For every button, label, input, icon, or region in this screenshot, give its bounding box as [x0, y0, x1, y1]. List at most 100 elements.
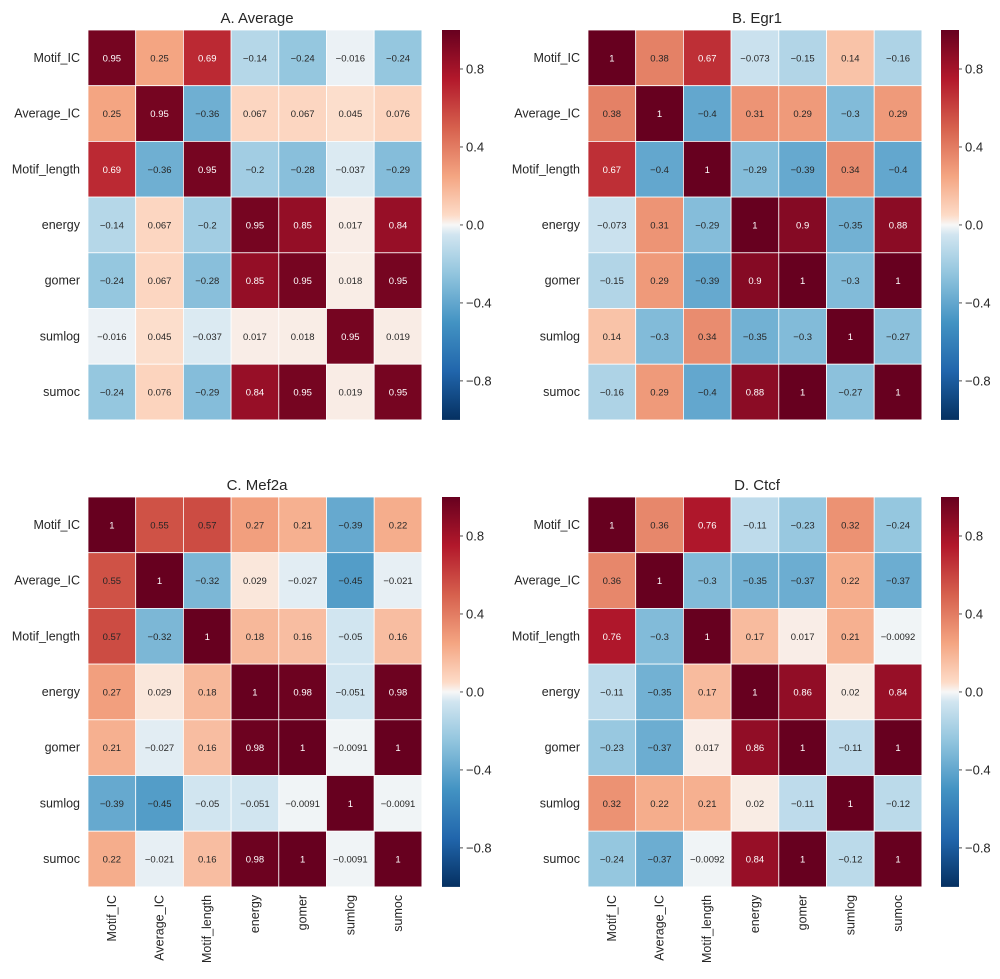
panel-c-colorbar-tick-label: 0.8 [466, 528, 484, 543]
panel-d-cell [778, 830, 827, 888]
panel-b-cell [683, 196, 732, 254]
panel-b-cell-value: −0.3 [793, 332, 812, 343]
panel-d-cell [635, 775, 684, 832]
panel-a-cell-value: 0.84 [389, 220, 408, 231]
panel-a-cell-value: 0.95 [293, 388, 312, 399]
panel-a-cell [87, 196, 137, 254]
panel-a-cell-value: 0.95 [389, 388, 408, 399]
panel-d-column-label: sumoc [891, 895, 905, 932]
panel-a-cell [278, 363, 327, 421]
panel-d-cell-value: −0.3 [650, 632, 669, 643]
panel-b-cell [730, 252, 780, 309]
panel-b-row-label: energy [542, 218, 581, 232]
panel-d-cell-value: 1 [705, 632, 710, 643]
panel-d-cell-value: 0.02 [746, 799, 765, 810]
panel-b-cell [778, 196, 827, 254]
panel-a-cell [230, 196, 280, 254]
panel-b-cell-value: −0.29 [743, 165, 767, 176]
panel-a-cell [87, 252, 137, 309]
panel-a-cell-value: −0.29 [195, 388, 219, 399]
panel-a-cell-value: −0.24 [386, 53, 410, 64]
panel-a-row-label: energy [42, 218, 81, 232]
panel-a-colorbar-tick-label: 0.8 [466, 61, 484, 76]
panel-d-cell-value: −0.12 [838, 855, 862, 866]
panel-a-cell [230, 363, 280, 421]
panel-a-cell [87, 85, 137, 142]
panel-c-column-label: Motif_IC [105, 895, 119, 942]
panel-d-cell [730, 496, 780, 554]
panel-d-cell [635, 663, 684, 721]
panel-a-row-label: Motif_IC [33, 51, 80, 65]
panel-c-cell-value: −0.05 [338, 632, 362, 643]
panel-b-cell-value: −0.4 [650, 165, 669, 176]
panel-c-cell-value: −0.0091 [333, 743, 368, 754]
panel-c-cell [135, 663, 184, 721]
panel-d-row-label: Motif_IC [533, 518, 580, 532]
panel-d-cell [683, 830, 732, 888]
panel-d-cell [730, 663, 780, 721]
panel-c-cell [135, 830, 184, 888]
panel-c-cell-value: 0.27 [246, 520, 265, 531]
panel-c-cell [278, 830, 327, 888]
panel-c-cell-value: 1 [205, 632, 210, 643]
panel-c-cell-value: 0.27 [103, 687, 122, 698]
panel-a-cell [182, 308, 232, 365]
panel-d-cell-value: 1 [895, 855, 900, 866]
panel-c-colorbar-tick-label: −0.4 [466, 762, 492, 777]
panel-c-row-label: gomer [45, 741, 80, 755]
panel-c-cell-value: 0.029 [148, 687, 172, 698]
panel-c-column-label: sumlog [343, 895, 357, 935]
panel-b-cell-value: 0.29 [650, 388, 669, 399]
panel-a-cell-value: −0.2 [246, 165, 265, 176]
panel-c-column-label: energy [248, 894, 262, 933]
panel-a-cell-value: −0.29 [386, 165, 410, 176]
panel-a-cell-value: 0.95 [341, 332, 360, 343]
panel-a-colorbar-tick-label: 0.4 [466, 139, 484, 154]
panel-b-cell [635, 140, 684, 198]
panel-b-cell-value: 1 [800, 276, 805, 287]
panel-c-column-label: gomer [296, 895, 310, 930]
panel-a-cell [135, 308, 184, 365]
panel-c-cell-value: 1 [348, 799, 353, 810]
panel-c-cell [230, 830, 280, 888]
panel-d-cell-value: −0.37 [791, 576, 815, 587]
panel-b-cell [730, 85, 780, 142]
panel-b-cell [730, 308, 780, 365]
panel-c-row-label: Motif_IC [33, 518, 80, 532]
panel-d-cell-value: 1 [800, 743, 805, 754]
panel-d-cell [635, 719, 684, 776]
panel-b-cell [826, 196, 875, 254]
panel-d-cell [587, 719, 637, 776]
panel-c-cell [182, 608, 232, 665]
panel-d-cell [683, 552, 732, 609]
panel-d-column-label: Motif_IC [605, 895, 619, 942]
panel-a-cell-value: 0.85 [246, 276, 265, 287]
panel-d-cell-value: 0.32 [603, 799, 622, 810]
panel-a-cell [326, 363, 375, 421]
panel-b-cell-value: −0.29 [695, 220, 719, 231]
panel-d-cell-value: 0.84 [889, 687, 908, 698]
panel-a-cell-value: −0.28 [291, 165, 315, 176]
panel-b-cell [635, 363, 684, 421]
panel-d-row-label: Average_IC [514, 574, 580, 588]
panel-b-cell-value: −0.4 [698, 388, 717, 399]
panel-b-cell [730, 29, 780, 87]
panel-b-cell [635, 196, 684, 254]
panel-a-cell-value: 0.84 [246, 388, 265, 399]
panel-d-cell-value: 0.36 [603, 576, 622, 587]
panel-d-cell-value: −0.23 [791, 520, 815, 531]
panel-c-cell-value: 0.16 [389, 632, 408, 643]
panel-c-title: C. Mef2a [227, 477, 289, 494]
panel-a-cell [87, 29, 137, 87]
panel-d-cell-value: −0.0092 [881, 632, 916, 643]
panel-d-row-label: Motif_length [512, 629, 580, 643]
panel-b-cell [587, 196, 637, 254]
panel-c-cell [182, 775, 232, 832]
panel-a-cell-value: −0.14 [100, 220, 124, 231]
panel-d-cell [873, 719, 923, 776]
panel-a-cell [182, 252, 232, 309]
panel-b-cell-value: 0.38 [603, 109, 622, 120]
panel-c-column-label: sumoc [391, 895, 405, 932]
panel-d-cell-value: 0.86 [746, 743, 765, 754]
